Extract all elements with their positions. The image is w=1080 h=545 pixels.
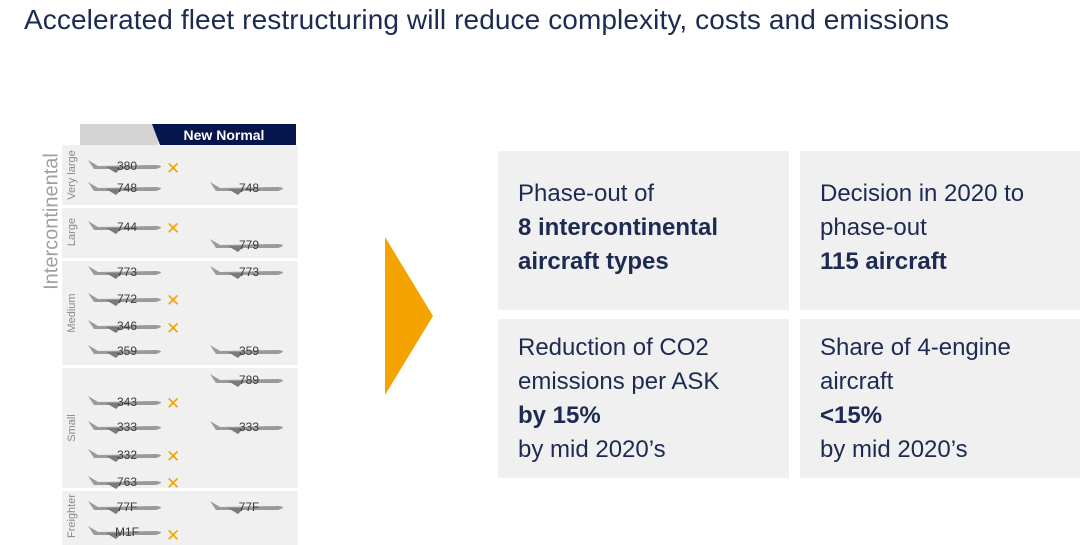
aircraft-346: 346 — [86, 317, 176, 335]
aircraft-744: 744 — [86, 218, 176, 236]
info-box-decision-2020: Decision in 2020 to phase-out 115 aircra… — [800, 151, 1080, 310]
arrow-right-icon — [385, 237, 433, 395]
info-box-co2-reduction: Reduction of CO2 emissions per ASK by 15… — [498, 319, 789, 478]
aircraft-748-new: 748 — [208, 179, 298, 197]
aircraft-748: 748 — [86, 179, 176, 197]
phase-out-marker: ✕ — [166, 219, 181, 238]
aircraft-380: 380 — [86, 157, 176, 175]
phase-out-marker: ✕ — [166, 319, 181, 338]
aircraft-77f: 77F — [86, 498, 176, 516]
phase-out-marker: ✕ — [166, 159, 181, 178]
fleet-chart: Intercontinental New Normal Very large L… — [0, 0, 310, 545]
info-box-phase-out-types: Phase-out of 8 intercontinental aircraft… — [498, 151, 789, 310]
aircraft-772: 772 — [86, 290, 176, 308]
aircraft-773-new: 773 — [208, 263, 298, 281]
aircraft-789: 789 — [208, 371, 298, 389]
aircraft-359: 359 — [86, 342, 176, 360]
phase-out-marker: ✕ — [166, 447, 181, 466]
fleet-bands — [62, 145, 298, 545]
aircraft-763: 763 — [86, 473, 176, 491]
band-label-medium: Medium — [66, 293, 78, 333]
info-box-4-engine-share: Share of 4-engine aircraft <15% by mid 2… — [800, 319, 1080, 478]
aircraft-359-new: 359 — [208, 342, 298, 360]
phase-out-marker: ✕ — [166, 394, 181, 413]
aircraft-779: 779 — [208, 236, 298, 254]
band-label-small: Small — [66, 414, 78, 442]
new-normal-header: New Normal — [152, 124, 296, 145]
band-label-very-large: Very large — [66, 150, 78, 200]
current-fleet-header — [80, 124, 158, 145]
aircraft-m1f: M1F — [86, 523, 176, 541]
aircraft-333: 333 — [86, 418, 176, 436]
band-label-freighter: Freighter — [66, 493, 78, 539]
phase-out-marker: ✕ — [166, 291, 181, 310]
aircraft-77f-new: 77F — [208, 498, 298, 516]
band-label-large: Large — [66, 217, 78, 247]
aircraft-773: 773 — [86, 263, 176, 281]
intercontinental-label: Intercontinental — [40, 153, 63, 290]
aircraft-343: 343 — [86, 393, 176, 411]
aircraft-332: 332 — [86, 446, 176, 464]
page-title: Accelerated fleet restructuring will red… — [24, 4, 950, 35]
phase-out-marker: ✕ — [166, 474, 181, 493]
aircraft-333-new: 333 — [208, 418, 298, 436]
phase-out-marker: ✕ — [166, 526, 181, 545]
